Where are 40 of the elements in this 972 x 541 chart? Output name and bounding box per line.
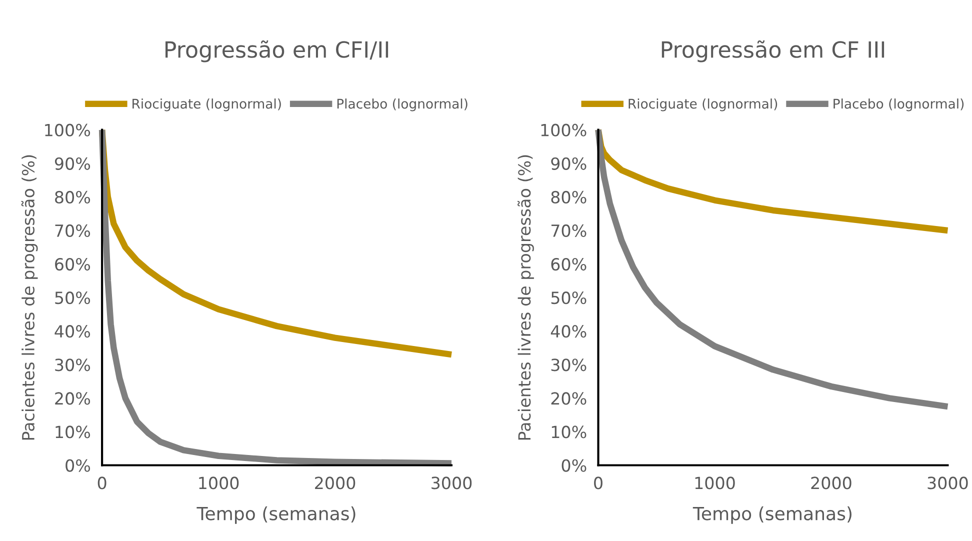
legend-label: Placebo (lognormal) (834, 98, 964, 112)
x-tick-label: 1000 (695, 476, 735, 490)
y-tick-label: 60% (551, 258, 586, 271)
y-tick-label: 30% (55, 358, 90, 372)
x-tick-label: 2000 (315, 476, 356, 490)
x-tick-label: 1000 (199, 476, 239, 490)
x-tick-label: 0 (594, 476, 602, 490)
y-tick-label: 50% (551, 292, 586, 304)
x-axis-title: Tempo (semanas) (196, 506, 356, 524)
legend-label: Riociguate (lognormal) (132, 98, 281, 112)
y-tick-label: 100% (45, 124, 90, 136)
y-tick-label: 90% (54, 157, 90, 170)
y-tick-label: 10% (552, 426, 586, 438)
y-tick-label: 0% (66, 459, 90, 472)
y-axis-title: Pacientes livres de progressão (%) (21, 155, 38, 440)
x-tick-label: 0 (98, 476, 106, 490)
chart-title: Progressão em CF III (662, 40, 884, 62)
y-tick-label: 20% (55, 392, 90, 405)
y-tick-label: 30% (551, 358, 586, 372)
y-tick-label: 10% (56, 426, 90, 438)
y-tick-label: 80% (551, 190, 586, 204)
legend-label: Riociguate (lognormal) (628, 98, 778, 112)
chart-title: Progressão em CFI/II (166, 40, 388, 62)
y-tick-label: 70% (551, 224, 586, 238)
x-tick-label: 3000 (928, 476, 968, 490)
y-tick-label: 70% (55, 224, 90, 238)
y-tick-label: 0% (562, 459, 586, 472)
x-tick-label: 2000 (811, 476, 852, 490)
y-tick-label: 40% (550, 325, 586, 338)
y-tick-label: 60% (55, 258, 90, 271)
x-tick-label: 3000 (432, 476, 472, 490)
y-tick-label: 80% (55, 190, 90, 204)
y-axis-title: Pacientes livres de progressão (%) (518, 155, 534, 440)
y-tick-label: 50% (55, 292, 90, 304)
x-axis-title: Tempo (semanas) (692, 506, 852, 524)
y-tick-label: 40% (54, 325, 90, 338)
y-tick-label: 100% (541, 124, 586, 136)
legend-label: Placebo (lognormal) (337, 98, 468, 112)
y-tick-label: 90% (551, 157, 586, 170)
y-tick-label: 20% (551, 392, 586, 405)
